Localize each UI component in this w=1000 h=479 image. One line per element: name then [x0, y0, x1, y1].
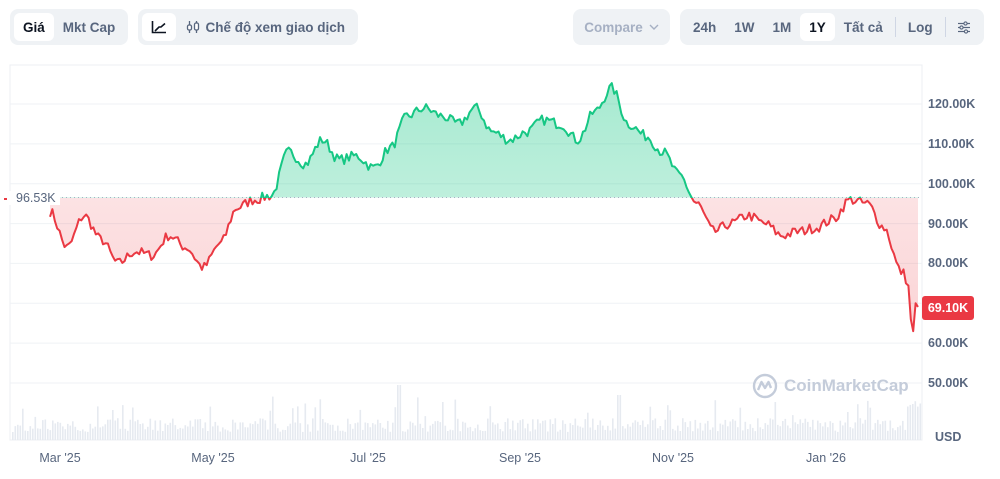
baseline-marker	[4, 198, 7, 200]
watermark-text: CoinMarketCap	[784, 376, 909, 395]
y-tick-label: 60.00K	[928, 336, 969, 351]
x-tick-label: Jan '26	[806, 451, 846, 465]
x-tick-label: Sep '25	[498, 451, 542, 465]
tab-price[interactable]: Giá	[14, 13, 54, 41]
trading-view-label: Chế độ xem giao dịch	[205, 19, 345, 35]
currency-label: USD	[935, 430, 962, 444]
trading-view-button[interactable]: Chế độ xem giao dịch	[176, 13, 354, 41]
x-tick-label: Mar '25	[39, 451, 81, 465]
chevron-down-icon	[649, 24, 659, 30]
y-tick-label: 120.00K	[928, 97, 976, 111]
compare-dropdown[interactable]: Compare	[573, 9, 670, 45]
x-tick-label: May '25	[191, 451, 235, 465]
x-tick-label: Nov '25	[652, 451, 694, 465]
y-tick-label: 90.00K	[928, 216, 969, 231]
coinmarketcap-logo-icon	[752, 373, 778, 399]
line-view-button[interactable]	[142, 13, 177, 41]
range-1y[interactable]: 1Y	[800, 13, 835, 41]
divider	[894, 17, 896, 37]
compare-label: Compare	[584, 19, 643, 35]
line-chart-icon	[151, 21, 167, 34]
current-price-tag: 69.10K	[922, 296, 974, 320]
y-tick-label: 100.00K	[928, 176, 976, 191]
tab-market-cap[interactable]: Mkt Cap	[62, 19, 116, 35]
log-scale-toggle[interactable]: Log	[907, 19, 933, 35]
sliders-icon	[957, 20, 970, 34]
view-mode-tabs: Chế độ xem giao dịch	[138, 9, 358, 45]
divider	[944, 17, 946, 37]
price-series	[10, 82, 922, 333]
range-24h[interactable]: 24h	[693, 19, 717, 35]
x-tick-label: Jul '25	[350, 451, 386, 465]
y-tick-label: 110.00K	[928, 136, 975, 151]
range-tabs: 24h 1W 1M 1Y Tất cả Log	[680, 9, 984, 45]
baseline-price-label: 96.53K	[8, 191, 60, 205]
chart-toolbar: Giá Mkt Cap Chế độ xem giao dịch Compare…	[0, 9, 1000, 45]
chart-type-tabs: Giá Mkt Cap	[10, 9, 128, 45]
y-tick-label: 50.00K	[928, 376, 969, 390]
candlestick-icon	[187, 21, 200, 33]
range-all[interactable]: Tất cả	[843, 19, 883, 35]
range-1m[interactable]: 1M	[772, 19, 792, 35]
range-1w[interactable]: 1W	[734, 19, 755, 35]
y-tick-label: 80.00K	[928, 256, 969, 271]
watermark: CoinMarketCap	[752, 373, 909, 399]
chart-settings-button[interactable]	[949, 13, 979, 41]
volume-bars	[12, 385, 922, 440]
